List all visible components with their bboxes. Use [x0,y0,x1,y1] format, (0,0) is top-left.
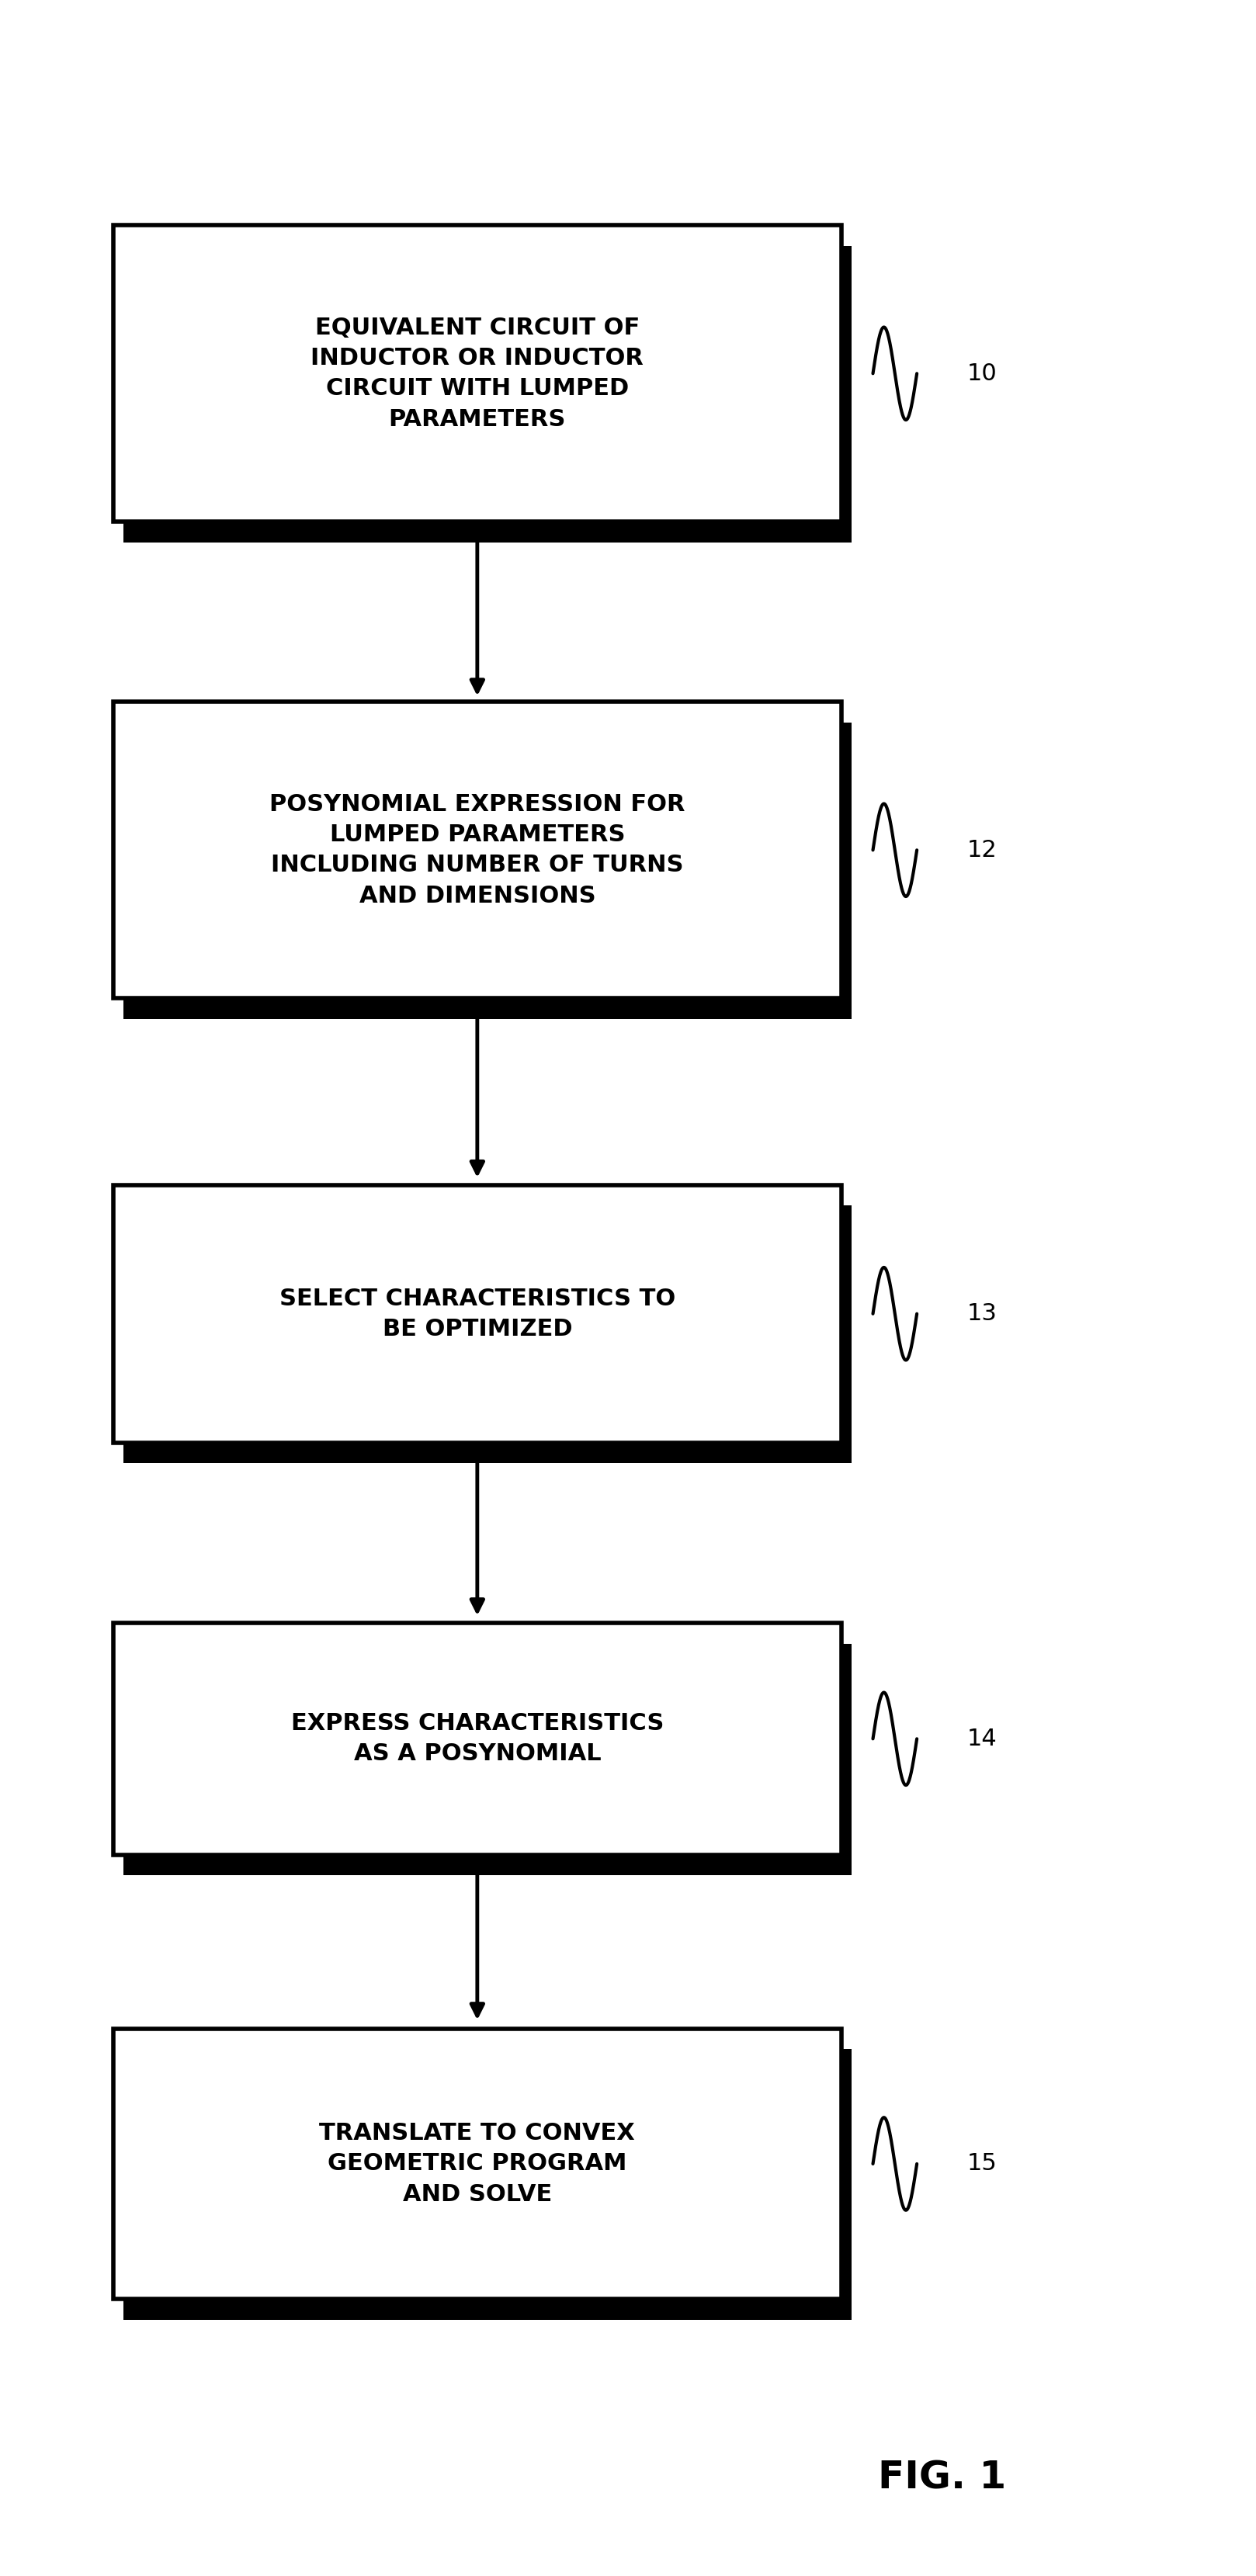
Text: FIG. 1: FIG. 1 [878,2460,1006,2496]
Text: 15: 15 [967,2154,997,2174]
Text: EXPRESS CHARACTERISTICS
AS A POSYNOMIAL: EXPRESS CHARACTERISTICS AS A POSYNOMIAL [291,1713,663,1765]
Text: 13: 13 [967,1303,997,1324]
Text: 14: 14 [967,1728,997,1749]
FancyBboxPatch shape [123,1206,852,1463]
FancyBboxPatch shape [113,701,842,997]
FancyBboxPatch shape [113,227,842,520]
Text: 10: 10 [967,363,997,384]
FancyBboxPatch shape [113,2030,842,2298]
Text: 12: 12 [967,840,997,860]
Text: EQUIVALENT CIRCUIT OF
INDUCTOR OR INDUCTOR
CIRCUIT WITH LUMPED
PARAMETERS: EQUIVALENT CIRCUIT OF INDUCTOR OR INDUCT… [310,317,644,430]
FancyBboxPatch shape [113,1623,842,1855]
FancyBboxPatch shape [123,2050,852,2318]
Text: POSYNOMIAL EXPRESSION FOR
LUMPED PARAMETERS
INCLUDING NUMBER OF TURNS
AND DIMENS: POSYNOMIAL EXPRESSION FOR LUMPED PARAMET… [270,793,685,907]
Text: SELECT CHARACTERISTICS TO
BE OPTIMIZED: SELECT CHARACTERISTICS TO BE OPTIMIZED [279,1288,676,1340]
FancyBboxPatch shape [113,1185,842,1443]
Text: TRANSLATE TO CONVEX
GEOMETRIC PROGRAM
AND SOLVE: TRANSLATE TO CONVEX GEOMETRIC PROGRAM AN… [319,2123,636,2205]
FancyBboxPatch shape [123,721,852,1018]
FancyBboxPatch shape [123,1643,852,1875]
FancyBboxPatch shape [123,247,852,544]
